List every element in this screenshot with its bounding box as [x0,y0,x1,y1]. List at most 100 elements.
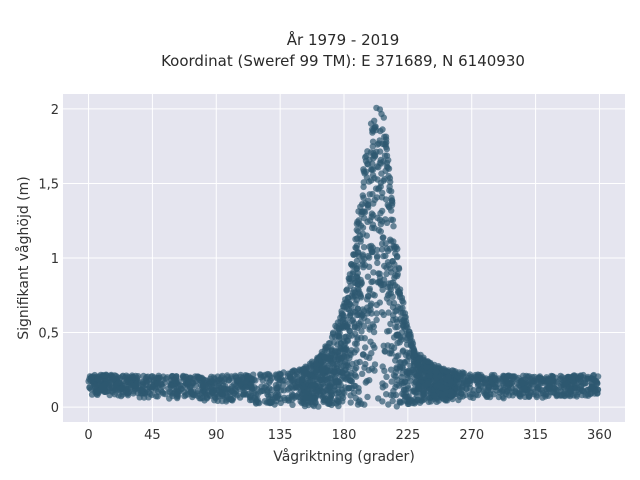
scatter-point [374,259,381,267]
scatter-point [410,366,417,374]
scatter-point [179,382,186,390]
scatter-point [261,398,268,405]
scatter-point [347,399,354,406]
scatter-point [175,378,182,385]
scatter-point [365,293,372,300]
scatter-point [94,391,101,398]
scatter-point [390,392,397,399]
scatter-point [320,397,328,404]
scatter-point [338,392,346,400]
scatter-point [365,197,372,204]
scatter-point [242,391,249,398]
scatter-point [352,382,359,390]
scatter-point [353,340,360,348]
scatter-point [385,401,392,408]
scatter-point [159,376,166,384]
scatter-point [512,385,519,392]
scatter-point [410,387,418,395]
scatter-point [288,391,296,398]
scatter-point [234,392,241,399]
scatter-point [335,398,342,406]
scatter-point [394,253,401,261]
scatter-point [388,350,395,357]
scatter-point [340,311,347,318]
scatter-point [337,358,344,366]
scatter-point [289,401,296,408]
scatter-point [411,350,418,358]
scatter-point [332,378,340,385]
scatter-point [157,387,165,394]
scatter-point [388,207,395,214]
scatter-point [225,376,233,383]
scatter-point [382,252,389,260]
scatter-point [244,372,251,380]
scatter-point [390,299,398,307]
scatter-point [371,292,378,299]
scatter-point [237,371,244,379]
scatter-point [521,385,528,392]
scatter-point [360,183,367,191]
scatter-point [481,380,489,387]
scatter-point [389,216,397,224]
scatter-point [592,377,600,385]
scatter-point [273,372,280,379]
scatter-point [396,398,403,405]
scatter-point [389,258,396,265]
scatter-point [367,246,375,253]
scatter-point [401,358,408,366]
y-tick-label: 1,5 [38,177,59,192]
scatter-point [182,373,190,381]
scatter-point [199,382,206,389]
scatter-point [459,370,467,378]
scatter-point [379,286,386,293]
scatter-point [370,269,377,276]
scatter-point [181,392,188,400]
scatter-point [558,392,565,399]
scatter-point [381,367,388,375]
scatter-point [549,389,557,396]
data-points [85,104,602,410]
scatter-point [359,370,366,377]
scatter-point [454,390,461,397]
scatter-point [388,378,395,385]
scatter-point [383,373,390,380]
scatter-point [211,397,218,404]
scatter-point [348,261,355,268]
scatter-point [416,356,423,363]
x-tick-label: 90 [208,428,225,443]
scatter-point [267,399,274,406]
scatter-point [384,164,391,171]
scatter-point [353,364,360,371]
scatter-point [369,143,376,150]
scatter-point [352,394,359,402]
scatter-point [425,387,432,395]
scatter-point [579,387,586,394]
x-tick-label: 135 [268,428,293,443]
scatter-point [195,376,203,384]
scatter-point [86,384,93,391]
scatter-point [211,379,218,386]
scatter-point [384,283,391,291]
scatter-point [466,384,474,392]
x-tick-label: 360 [587,428,612,443]
scatter-point [187,388,195,395]
scatter-point [466,371,474,378]
scatter-point [371,174,378,182]
scatter-point [219,397,226,405]
x-tick-label: 45 [144,428,161,443]
scatter-point [424,358,432,365]
scatter-point [370,200,377,207]
scatter-point [318,376,325,384]
scatter-point [588,375,595,382]
scatter-point [503,376,510,383]
scatter-point [447,388,455,396]
scatter-point [454,385,461,392]
scatter-point [378,110,385,118]
scatter-point [339,369,346,376]
scatter-point [360,166,367,173]
scatter-point [347,275,355,282]
scatter-point [138,387,145,394]
scatter-point [96,377,104,384]
scatter-point [518,380,526,387]
scatter-point [130,388,137,395]
